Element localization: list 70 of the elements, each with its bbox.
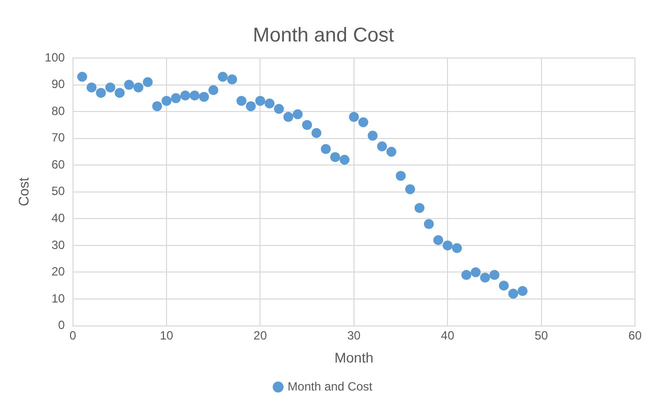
x-tick-label: 30	[347, 328, 361, 342]
point	[142, 77, 153, 88]
point	[292, 109, 303, 120]
point	[86, 82, 97, 92]
point	[208, 85, 218, 96]
x-tick-label: 50	[534, 328, 548, 342]
point	[498, 280, 509, 291]
point	[358, 117, 368, 128]
point	[452, 243, 462, 254]
point	[302, 120, 312, 130]
point	[133, 82, 144, 92]
point	[283, 112, 294, 122]
y-tick-label: 60	[51, 157, 66, 172]
point	[311, 128, 322, 138]
point	[424, 219, 434, 230]
point	[405, 184, 416, 194]
x-axis-title: Month	[334, 349, 374, 366]
point	[330, 152, 340, 162]
point	[124, 80, 134, 90]
y-tick-label: 0	[58, 318, 66, 332]
point	[396, 170, 406, 181]
point	[340, 154, 350, 165]
point	[264, 98, 275, 109]
point	[518, 286, 528, 296]
x-tick-label: 40	[440, 328, 455, 342]
x-tick-label: 20	[254, 328, 268, 342]
x-tick-label: 10	[160, 328, 174, 342]
chart-title: Month and Cost	[252, 24, 395, 47]
y-tick-label: 40	[51, 210, 66, 225]
y-axis-title: Cost	[15, 177, 32, 206]
point	[255, 96, 266, 106]
y-tick-label: 20	[51, 264, 66, 279]
point	[508, 288, 518, 299]
y-tick-label: 70	[51, 130, 66, 145]
point	[190, 90, 200, 100]
point	[236, 96, 246, 106]
point	[105, 82, 116, 92]
point	[170, 93, 181, 104]
point	[348, 112, 359, 122]
point	[489, 270, 500, 280]
x-tick-label: 60	[628, 328, 642, 342]
point	[96, 88, 106, 98]
point	[480, 272, 490, 283]
point	[218, 72, 228, 82]
point	[461, 270, 472, 280]
y-tick-label: 90	[51, 77, 66, 92]
point	[198, 92, 209, 102]
point	[368, 130, 378, 141]
point	[180, 90, 190, 100]
point	[246, 101, 256, 112]
point	[433, 235, 444, 246]
point	[442, 240, 453, 250]
y-tick-label: 30	[51, 238, 66, 252]
y-tick-label: 10	[51, 291, 66, 306]
y-tick-label: 80	[51, 104, 66, 118]
point	[152, 101, 162, 112]
point	[162, 96, 172, 106]
point	[77, 72, 88, 82]
point	[320, 144, 331, 154]
x-tick-label: 0	[69, 328, 76, 342]
point	[274, 104, 284, 114]
point	[414, 202, 424, 213]
point	[114, 88, 125, 98]
point	[227, 74, 238, 84]
point	[386, 146, 396, 157]
y-tick-label: 50	[51, 184, 66, 198]
point	[470, 267, 481, 278]
legend-label: Month and Cost	[288, 379, 374, 394]
y-tick-label: 100	[44, 50, 66, 64]
point	[377, 141, 388, 152]
